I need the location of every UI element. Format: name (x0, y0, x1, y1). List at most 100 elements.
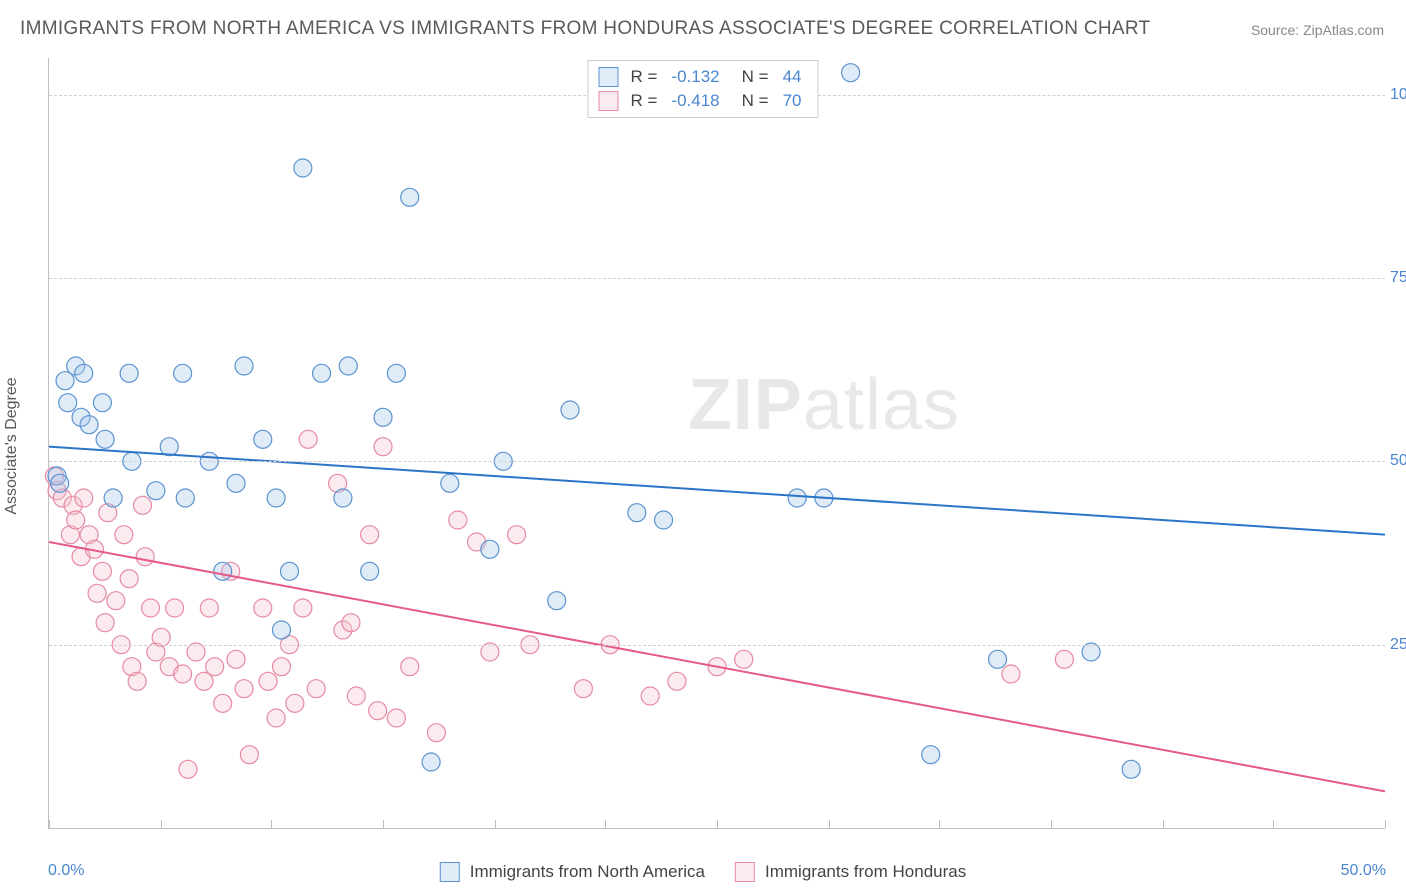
legend-stat-row: R = -0.132 N = 44 (599, 65, 808, 89)
data-point (176, 489, 194, 507)
legend-series: Immigrants from North America Immigrants … (440, 862, 966, 882)
data-point (67, 511, 85, 529)
data-point (179, 760, 197, 778)
legend-swatch (599, 91, 619, 111)
data-point (313, 364, 331, 382)
legend-swatch (735, 862, 755, 882)
grid-line (49, 461, 1385, 462)
data-point (240, 746, 258, 764)
legend-item: Immigrants from Honduras (735, 862, 966, 882)
data-point (267, 709, 285, 727)
data-point (88, 584, 106, 602)
y-axis-label: Associate's Degree (3, 377, 21, 514)
data-point (361, 526, 379, 544)
x-tick (49, 820, 50, 828)
stat-n-value: 70 (783, 89, 802, 113)
data-point (735, 650, 753, 668)
data-point (481, 540, 499, 558)
trend-line (49, 447, 1385, 535)
legend-swatch (440, 862, 460, 882)
stat-n-label: N = (742, 65, 769, 89)
data-point (374, 438, 392, 456)
legend-item: Immigrants from North America (440, 862, 705, 882)
data-point (134, 496, 152, 514)
data-point (508, 526, 526, 544)
stat-r-label: R = (631, 89, 658, 113)
data-point (989, 650, 1007, 668)
x-tick (1385, 820, 1386, 828)
data-point (1055, 650, 1073, 668)
legend-swatch (599, 67, 619, 87)
x-tick (829, 820, 830, 828)
data-point (441, 474, 459, 492)
data-point (369, 702, 387, 720)
data-point (561, 401, 579, 419)
data-point (259, 672, 277, 690)
data-point (206, 658, 224, 676)
data-point (427, 724, 445, 742)
data-point (200, 599, 218, 617)
data-point (842, 64, 860, 82)
data-point (422, 753, 440, 771)
data-point (160, 438, 178, 456)
data-point (294, 159, 312, 177)
stat-n-value: 44 (783, 65, 802, 89)
data-point (107, 592, 125, 610)
data-point (254, 599, 272, 617)
data-point (299, 430, 317, 448)
data-point (115, 526, 133, 544)
data-point (174, 665, 192, 683)
data-point (174, 364, 192, 382)
data-point (280, 562, 298, 580)
data-point (80, 416, 98, 434)
data-point (361, 562, 379, 580)
data-point (93, 562, 111, 580)
data-point (387, 364, 405, 382)
data-point (286, 694, 304, 712)
stat-r-label: R = (631, 65, 658, 89)
y-tick-label: 50.0% (1390, 452, 1406, 470)
x-tick (605, 820, 606, 828)
data-point (574, 680, 592, 698)
data-point (628, 504, 646, 522)
data-point (922, 746, 940, 764)
data-point (147, 482, 165, 500)
data-point (272, 658, 290, 676)
data-point (75, 364, 93, 382)
data-point (59, 394, 77, 412)
x-tick (161, 820, 162, 828)
data-point (387, 709, 405, 727)
data-point (294, 599, 312, 617)
data-point (166, 599, 184, 617)
data-point (75, 489, 93, 507)
data-point (339, 357, 357, 375)
data-point (51, 474, 69, 492)
data-point (481, 643, 499, 661)
x-tick (1051, 820, 1052, 828)
data-point (272, 621, 290, 639)
data-point (548, 592, 566, 610)
grid-line (49, 278, 1385, 279)
data-point (347, 687, 365, 705)
legend-label: Immigrants from North America (470, 862, 705, 882)
y-tick-label: 100.0% (1390, 86, 1406, 104)
data-point (120, 364, 138, 382)
watermark: ZIPatlas (688, 364, 960, 446)
watermark-light: atlas (803, 365, 960, 445)
data-point (235, 680, 253, 698)
x-tick (717, 820, 718, 828)
data-point (374, 408, 392, 426)
x-min-label: 0.0% (48, 862, 84, 880)
data-point (214, 694, 232, 712)
y-tick-label: 75.0% (1390, 269, 1406, 287)
x-tick (495, 820, 496, 828)
data-point (1002, 665, 1020, 683)
stat-r-value: -0.132 (671, 65, 719, 89)
x-tick (383, 820, 384, 828)
x-tick (271, 820, 272, 828)
data-point (96, 614, 114, 632)
data-point (655, 511, 673, 529)
data-point (307, 680, 325, 698)
data-point (342, 614, 360, 632)
data-point (401, 188, 419, 206)
